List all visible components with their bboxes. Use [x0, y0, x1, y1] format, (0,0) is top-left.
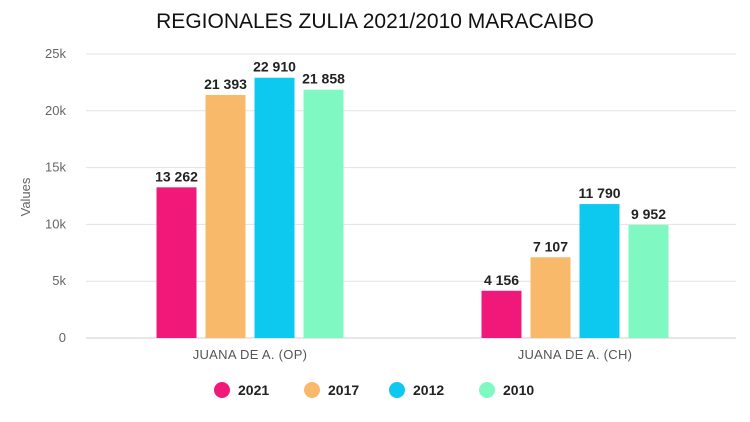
legend-item-2017: 2017	[304, 382, 359, 398]
category-labels: JUANA DE A. (OP) JUANA DE A. (CH)	[193, 347, 633, 362]
category-label: JUANA DE A. (CH)	[518, 347, 633, 362]
legend-label: 2012	[413, 382, 444, 398]
y-axis-ticks: 0 5k 10k 15k 20k 25k	[45, 46, 66, 345]
bar-2021-op	[156, 187, 197, 338]
y-tick-label: 0	[59, 330, 66, 345]
data-label: 9 952	[631, 206, 666, 222]
bar-2017-op	[205, 94, 246, 338]
data-labels: 13 262 21 393 22 910 21 858 4 156 7 107 11 790…	[155, 59, 666, 288]
legend-label: 2021	[238, 382, 269, 398]
legend-item-2010: 2010	[479, 382, 534, 398]
legend-swatch	[479, 382, 495, 398]
data-label: 4 156	[484, 272, 519, 288]
legend-item-2012: 2012	[389, 382, 444, 398]
legend-item-2021: 2021	[214, 382, 269, 398]
bar-2021-ch	[481, 290, 522, 338]
legend-label: 2017	[328, 382, 359, 398]
data-label: 13 262	[155, 168, 198, 184]
y-tick-label: 25k	[45, 46, 66, 61]
category-label: JUANA DE A. (OP)	[193, 347, 308, 362]
data-label: 21 858	[302, 71, 345, 87]
data-label: 7 107	[533, 238, 568, 254]
legend-swatch	[214, 382, 230, 398]
bars	[156, 77, 669, 339]
y-tick-label: 5k	[52, 273, 66, 288]
y-axis-label: Values	[18, 177, 33, 216]
data-label: 21 393	[204, 76, 247, 92]
legend-label: 2010	[503, 382, 534, 398]
legend-swatch	[389, 382, 405, 398]
y-tick-label: 10k	[45, 216, 66, 231]
chart-title: REGIONALES ZULIA 2021/2010 MARACAIBO	[156, 10, 594, 33]
bar-2010-op	[303, 89, 344, 339]
bar-2012-ch	[579, 204, 620, 338]
legend-swatch	[304, 382, 320, 398]
legend: 2021 2017 2012 2010	[214, 382, 534, 398]
bar-2017-ch	[530, 257, 571, 338]
data-label: 22 910	[253, 59, 296, 75]
y-tick-label: 20k	[45, 103, 66, 118]
y-tick-label: 15k	[45, 160, 66, 175]
bar-2010-ch	[628, 224, 669, 338]
data-label: 11 790	[578, 185, 620, 201]
bar-2012-op	[254, 77, 295, 338]
